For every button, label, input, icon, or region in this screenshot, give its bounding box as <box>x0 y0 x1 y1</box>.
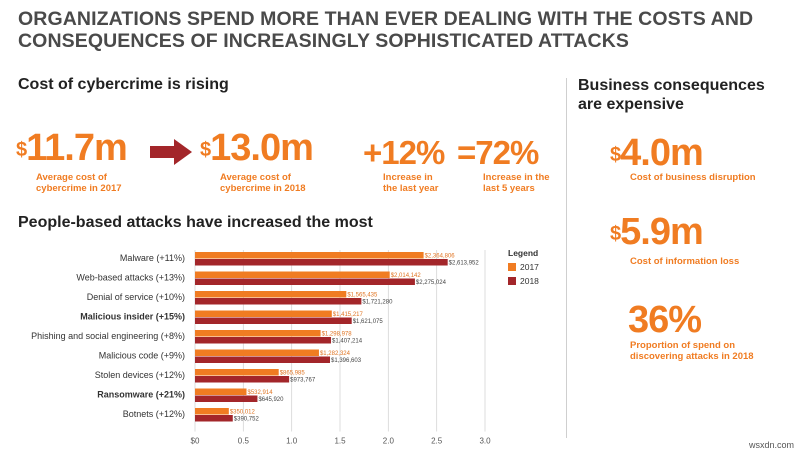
bar-2018 <box>195 415 233 422</box>
headline: ORGANIZATIONS SPEND MORE THAN EVER DEALI… <box>18 8 798 52</box>
category-label: Malicious code (+9%) <box>99 351 185 361</box>
bar-2018 <box>195 337 332 344</box>
bar-2017 <box>195 330 321 337</box>
arrow-right-icon <box>150 139 192 165</box>
data-label: $2,014,142 <box>391 273 422 279</box>
bar-2018 <box>195 259 448 266</box>
bar-chart: $0 0.5 1.0 1.5 2.0 2.5 3.0 Malware (+11%) $2,364… <box>31 248 539 446</box>
category-label: Ransomware (+21%) <box>97 390 185 400</box>
data-label: $1,407,214 <box>332 339 363 345</box>
data-label: $1,282,324 <box>320 351 351 357</box>
category-label: Malicious insider (+15%) <box>80 312 185 322</box>
watermark: wsxdn.com <box>748 440 794 450</box>
x-tick-label: 2.5 <box>431 437 443 446</box>
x-tick-label: 3.0 <box>479 437 491 446</box>
stat-increase-5-years: =72% <box>457 134 539 171</box>
category-label: Stolen devices (+12%) <box>95 370 185 380</box>
x-tick-label: $0 <box>191 437 200 446</box>
bar-2018 <box>195 278 415 285</box>
stat-increase-year: +12% <box>363 134 445 171</box>
data-label: $390,752 <box>234 417 260 423</box>
business-section-title: Business consequences are expensive <box>578 77 765 113</box>
category-label: Malware (+11%) <box>120 253 185 263</box>
chart-title: People-based attacks have increased the … <box>18 214 373 231</box>
stat-information-loss: $5.9m <box>610 211 704 253</box>
vertical-divider <box>566 78 567 438</box>
bar-2018 <box>195 395 258 402</box>
data-label: $2,613,952 <box>449 261 480 267</box>
bar-2018 <box>195 317 352 324</box>
legend-label: 2018 <box>520 276 539 286</box>
headline-line-1: ORGANIZATIONS SPEND MORE THAN EVER DEALI… <box>18 8 754 30</box>
data-label: $350,012 <box>230 410 256 416</box>
x-tick-label: 1.0 <box>286 437 298 446</box>
stat-increase-year-caption: Increase in the last year <box>383 172 439 194</box>
x-tick-label: 2.0 <box>383 437 395 446</box>
bar-2017 <box>195 349 319 356</box>
data-label: $532,914 <box>248 390 274 396</box>
stat-cost-2018: $13.0m <box>200 127 314 169</box>
bar-2018 <box>195 356 331 363</box>
bar-2018 <box>195 298 362 305</box>
data-label: $645,920 <box>258 397 284 403</box>
stat-increase-5-years-caption: Increase in the last 5 years <box>483 172 550 194</box>
data-label: $1,721,280 <box>362 300 393 306</box>
legend-label: 2017 <box>520 262 539 272</box>
data-label: $865,985 <box>280 371 306 377</box>
bar-2017 <box>195 271 390 278</box>
legend-swatch-2018 <box>508 277 516 285</box>
data-label: $1,298,978 <box>322 332 353 338</box>
bar-2017 <box>195 252 424 259</box>
stat-business-disruption: $4.0m <box>610 132 704 174</box>
category-label: Denial of service (+10%) <box>87 292 185 302</box>
legend-title: Legend <box>508 248 538 258</box>
x-tick-label: 0.5 <box>238 437 250 446</box>
stat-information-loss-caption: Cost of information loss <box>630 256 740 267</box>
data-label: $1,415,217 <box>333 312 364 318</box>
stat-discovery-spend-caption: Proportion of spend on discovering attack… <box>630 340 754 362</box>
data-label: $1,621,075 <box>353 319 384 325</box>
bar-2017 <box>195 291 347 298</box>
cost-section-title: Cost of cybercrime is rising <box>18 76 229 93</box>
category-label: Botnets (+12%) <box>123 409 185 419</box>
data-label: $2,275,024 <box>416 280 447 286</box>
stat-cost-2017-caption: Average cost of cybercrime in 2017 <box>36 172 122 194</box>
category-label: Phishing and social engineering (+8%) <box>31 331 185 341</box>
stat-business-disruption-caption: Cost of business disruption <box>630 172 756 183</box>
category-label: Web-based attacks (+13%) <box>76 273 185 283</box>
data-label: $1,396,603 <box>331 358 362 364</box>
data-label: $2,364,806 <box>425 254 456 260</box>
x-tick-label: 1.5 <box>334 437 346 446</box>
bar-2017 <box>195 310 332 317</box>
headline-line-2: CONSEQUENCES OF INCREASINGLY SOPHISTICAT… <box>18 30 630 52</box>
bar-2017 <box>195 408 229 415</box>
data-label: $973,767 <box>290 378 316 384</box>
stat-cost-2018-caption: Average cost of cybercrime in 2018 <box>220 172 306 194</box>
bar-2017 <box>195 388 247 395</box>
bar-2017 <box>195 369 279 376</box>
stat-discovery-spend: 36% <box>628 299 702 341</box>
legend-swatch-2017 <box>508 263 516 271</box>
bar-2018 <box>195 376 290 383</box>
stat-cost-2017: $11.7m <box>16 127 128 169</box>
data-label: $1,565,435 <box>347 293 378 299</box>
